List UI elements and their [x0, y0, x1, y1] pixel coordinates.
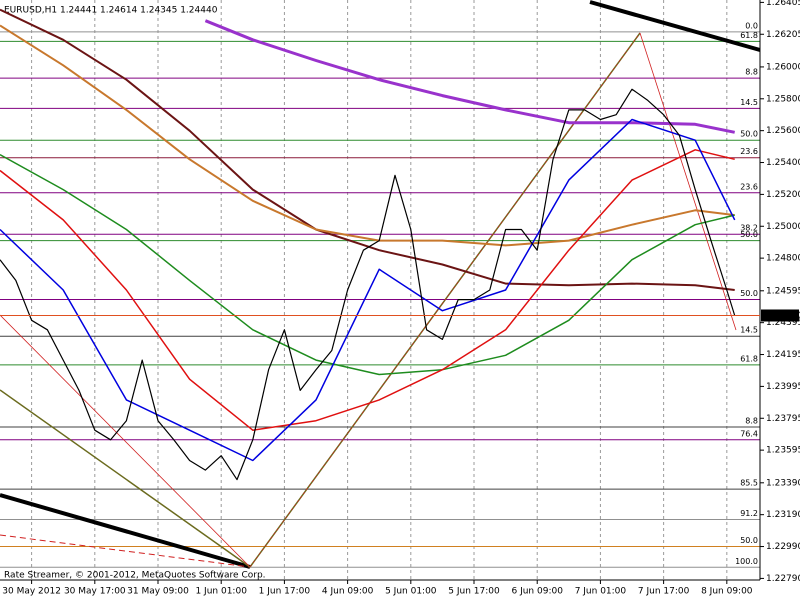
level-label: 0.0 — [745, 21, 758, 30]
last-price-box — [761, 309, 799, 322]
last-price-label: 1.24440 — [766, 311, 800, 321]
x-tick-label: 4 Jun 09:00 — [322, 587, 374, 597]
level-label: 38.2 — [740, 224, 758, 233]
fan-line — [0, 534, 251, 568]
price-line — [0, 8, 735, 291]
level-label: 76.4 — [740, 429, 758, 438]
x-tick-label: 31 May 09:00 — [127, 587, 189, 597]
y-tick-label: 1.25000 — [766, 222, 800, 232]
price-line — [0, 153, 735, 376]
x-tick-label: 1 Jun 01:00 — [195, 587, 247, 597]
level-label: 8.8 — [745, 68, 758, 77]
footer: Rate Streamer, © 2001-2012, MetaQuotes S… — [4, 571, 266, 581]
chart-title: EURUSD,H1 1.24441 1.24614 1.24345 1.2444… — [4, 6, 218, 16]
x-tick-label: 1 Jun 17:00 — [259, 587, 311, 597]
x-tick-label: 6 Jun 09:00 — [511, 587, 563, 597]
fan-line — [0, 389, 251, 568]
level-label: 91.2 — [740, 509, 758, 518]
y-tick-label: 1.24800 — [766, 254, 800, 264]
level-label: 50.0 — [740, 130, 758, 139]
price-line — [204, 19, 735, 134]
trend-line — [0, 493, 251, 569]
y-tick-label: 1.25800 — [766, 94, 800, 104]
y-tick-label: 1.23595 — [766, 446, 800, 456]
y-tick-label: 1.23390 — [766, 478, 800, 488]
price-line — [0, 118, 736, 462]
y-tick-label: 1.22990 — [766, 542, 800, 552]
level-label: 61.8 — [740, 31, 758, 40]
y-tick-label: 1.25400 — [766, 158, 800, 168]
trend-line — [589, 0, 761, 52]
y-tick-label: 1.24395 — [766, 318, 800, 328]
level-label: 8.8 — [745, 417, 758, 426]
level-label: 50.0 — [740, 536, 758, 545]
x-tick-label: 5 Jun 17:00 — [448, 587, 500, 597]
level-label: 50.0 — [740, 230, 758, 239]
level-label: 85.5 — [740, 479, 758, 488]
y-tick-label: 1.26000 — [766, 62, 800, 72]
x-tick-label: 30 May 2012 — [2, 587, 61, 597]
y-tick-label: 1.26405 — [766, 0, 800, 8]
level-label: 23.6 — [740, 147, 758, 156]
level-label: 50.0 — [740, 289, 758, 298]
x-tick-label: 7 Jun 01:00 — [575, 587, 627, 597]
x-tick-label: 7 Jun 17:00 — [638, 587, 690, 597]
level-label: 14.5 — [740, 326, 758, 335]
fan-line — [639, 32, 737, 331]
x-tick-label: 5 Jun 01:00 — [385, 587, 437, 597]
y-tick-label: 1.24195 — [766, 350, 800, 360]
y-tick-label: 1.24595 — [766, 286, 800, 296]
x-tick-label: 8 Jun 09:00 — [701, 587, 753, 597]
x-tick-label: 30 May 17:00 — [64, 587, 126, 597]
level-label: 100.0 — [735, 557, 758, 566]
y-tick-label: 1.26205 — [766, 30, 800, 40]
y-tick-label: 1.23795 — [766, 414, 800, 424]
y-tick-label: 1.25200 — [766, 190, 800, 200]
y-tick-label: 1.25600 — [766, 126, 800, 136]
level-label: 14.5 — [740, 98, 758, 107]
y-tick-label: 1.23995 — [766, 382, 800, 392]
price-line — [0, 88, 736, 481]
level-label: 23.6 — [740, 182, 758, 191]
y-tick-label: 1.22790 — [766, 574, 800, 584]
level-label: 61.8 — [740, 354, 758, 363]
price-line — [0, 149, 735, 431]
y-tick-label: 1.23190 — [766, 510, 800, 520]
fan-line — [0, 314, 251, 568]
